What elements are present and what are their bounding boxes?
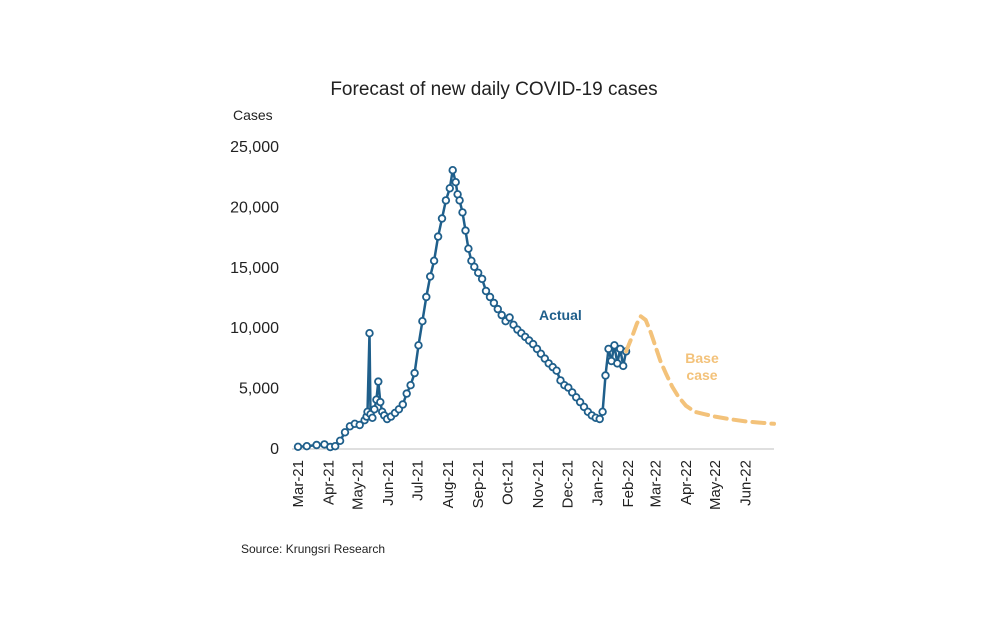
x-tick-label: May-22 — [707, 460, 724, 510]
actual-point — [302, 442, 311, 451]
actual-point — [402, 389, 411, 398]
actual-point — [493, 304, 502, 314]
chart-title: Forecast of new daily COVID-19 cases — [330, 79, 657, 100]
actual-point — [619, 361, 628, 371]
actual-point — [595, 414, 604, 424]
y-tick-label: 10,000 — [230, 320, 279, 337]
actual-point — [418, 317, 427, 326]
x-tick-label: Apr-22 — [678, 460, 695, 505]
actual-point — [374, 377, 383, 386]
x-tick-label: Oct-21 — [500, 460, 517, 505]
actual-point — [552, 366, 561, 375]
actual-point — [414, 341, 423, 350]
actual-series — [293, 165, 631, 452]
x-tick-label: Jul-21 — [409, 460, 426, 501]
actual-point — [340, 428, 350, 437]
x-tick-labels: Mar-21 Apr-21 May-21 Jun-21 Jul-21 Aug-21 Sep-… — [290, 460, 755, 510]
actual-point — [312, 440, 321, 450]
actual-point — [497, 310, 506, 320]
actual-point — [293, 442, 303, 451]
actual-point — [481, 286, 491, 296]
y-tick-label: 25,000 — [230, 139, 279, 156]
actual-point — [458, 208, 467, 217]
actual-point — [464, 244, 473, 253]
actual-point — [433, 232, 443, 241]
actual-point — [610, 341, 619, 350]
y-axis-label: Cases — [233, 107, 273, 123]
y-tick-label: 20,000 — [230, 199, 279, 216]
actual-point — [370, 405, 379, 414]
x-tick-label: Feb-22 — [620, 460, 637, 508]
x-tick-label: Jun-22 — [738, 460, 755, 506]
x-tick-label: Mar-21 — [290, 460, 307, 508]
actual-point — [429, 256, 439, 265]
actual-point — [441, 196, 451, 205]
x-tick-label: Aug-21 — [440, 460, 457, 508]
x-tick-label: May-21 — [350, 460, 367, 510]
actual-point — [470, 262, 479, 271]
base-case-series — [624, 314, 776, 426]
actual-point — [474, 268, 483, 277]
actual-point — [601, 371, 610, 380]
actual-point — [355, 420, 364, 430]
annotations: Actual Base case — [539, 307, 719, 383]
actual-point — [461, 226, 470, 235]
y-tick-label: 5,000 — [239, 381, 279, 398]
actual-point — [505, 313, 514, 322]
y-tick-labels: 0 5,000 10,000 15,000 20,000 25,000 — [230, 139, 279, 458]
actual-point — [604, 344, 613, 354]
actual-point — [398, 400, 407, 409]
actual-point — [598, 407, 607, 416]
actual-point — [437, 214, 447, 223]
annotation-base-case: Base case — [685, 350, 719, 383]
actual-point — [406, 381, 415, 390]
source-note: Source: Krungsri Research — [241, 542, 385, 556]
actual-point — [485, 292, 495, 302]
actual-point — [376, 397, 385, 407]
y-tick-label: 15,000 — [230, 260, 279, 277]
actual-point — [368, 413, 377, 422]
x-tick-label: Nov-21 — [530, 460, 547, 508]
x-tick-label: Jun-21 — [380, 460, 397, 506]
actual-point — [489, 298, 499, 308]
x-tick-label: Sep-21 — [470, 460, 487, 508]
actual-point — [455, 196, 464, 205]
actual-point — [410, 368, 419, 378]
x-tick-label: Dec-21 — [559, 460, 576, 508]
annotation-actual: Actual — [539, 307, 582, 323]
y-tick-label: 0 — [270, 441, 279, 458]
actual-point — [426, 272, 435, 281]
actual-point — [422, 292, 431, 302]
actual-point — [445, 184, 454, 193]
actual-point — [477, 274, 487, 284]
actual-point — [448, 165, 457, 175]
actual-point — [451, 177, 460, 187]
base-case-line — [624, 314, 776, 426]
x-tick-label: Mar-22 — [647, 460, 664, 508]
x-tick-label: Jan-22 — [590, 460, 607, 506]
actual-point — [331, 442, 340, 451]
actual-point — [335, 436, 345, 445]
actual-point — [365, 329, 374, 338]
x-tick-label: Apr-21 — [320, 460, 337, 505]
